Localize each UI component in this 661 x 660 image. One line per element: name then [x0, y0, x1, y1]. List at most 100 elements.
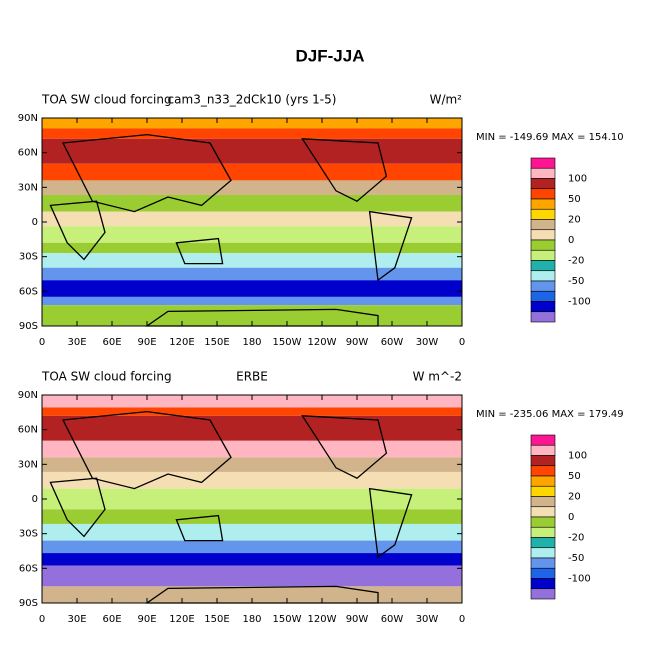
y-tick-label: 60N: [18, 425, 38, 436]
y-tick-label: 30N: [18, 182, 38, 193]
x-tick-label: 30W: [416, 614, 439, 625]
colorbar-box: [530, 301, 556, 313]
colorbar-box: [530, 157, 556, 169]
field-band: [42, 457, 462, 472]
coastline: [144, 585, 379, 604]
x-tick-label: 150W: [273, 337, 302, 348]
field-band: [42, 211, 462, 227]
x-tick-label: 180: [242, 337, 261, 348]
colorbar-box: [530, 167, 556, 179]
coastline: [61, 133, 232, 213]
colorbar-label: 0: [568, 512, 574, 523]
panel-left-title: TOA SW cloud forcing: [41, 370, 172, 384]
field-band: [42, 118, 462, 129]
colorbar-label: -20: [568, 256, 584, 267]
colorbar-box: [530, 547, 556, 559]
colorbar-label: 100: [568, 174, 587, 185]
colorbar-box: [530, 475, 556, 487]
colorbar-box: [530, 557, 556, 569]
field-band: [42, 296, 462, 306]
colorbar-label: -50: [568, 276, 584, 287]
panel-stats: MIN = -149.69 MAX = 154.10: [476, 132, 624, 143]
coastline: [368, 487, 413, 559]
x-tick-label: 60W: [381, 614, 404, 625]
x-tick-label: 60W: [381, 337, 404, 348]
y-tick-label: 90N: [18, 390, 38, 401]
figure-title: DJF-JJA: [296, 46, 365, 65]
colorbar-box: [530, 311, 556, 323]
x-tick-label: 30E: [67, 614, 86, 625]
colorbar-box: [530, 526, 556, 538]
colorbar-box: [530, 506, 556, 518]
colorbar-box: [530, 578, 556, 590]
colorbar-box: [530, 434, 556, 446]
coastline: [49, 477, 106, 538]
y-tick-label: 90N: [18, 113, 38, 124]
colorbar-box: [530, 485, 556, 497]
x-tick-label: 0: [39, 337, 45, 348]
x-tick-label: 90E: [137, 337, 156, 348]
field-band: [42, 163, 462, 181]
field-band: [42, 305, 462, 326]
coastline: [61, 410, 232, 490]
x-tick-label: 180: [242, 614, 261, 625]
colorbar-box: [530, 270, 556, 282]
colorbar-label: 20: [568, 492, 581, 503]
field-band: [42, 280, 462, 297]
field-band: [42, 138, 462, 164]
colorbar-box: [530, 496, 556, 508]
y-tick-label: 0: [32, 217, 38, 228]
y-tick-label: 60S: [19, 563, 38, 574]
field-band: [42, 415, 462, 441]
x-tick-label: 60E: [102, 614, 121, 625]
x-tick-label: 150W: [273, 614, 302, 625]
x-tick-label: 0: [39, 614, 45, 625]
coastline: [175, 237, 224, 265]
coastline: [368, 210, 413, 282]
colorbar-label: 50: [568, 471, 581, 482]
field-band: [42, 523, 462, 541]
x-tick-label: 120W: [308, 614, 337, 625]
colorbar-box: [530, 208, 556, 220]
colorbar-box: [530, 260, 556, 272]
field-band: [42, 128, 462, 139]
colorbar-label: 50: [568, 194, 581, 205]
field-band: [42, 226, 462, 243]
y-tick-label: 0: [32, 494, 38, 505]
field-band: [42, 267, 462, 281]
field-band: [42, 488, 462, 510]
panel-stats: MIN = -235.06 MAX = 179.49: [476, 409, 624, 420]
colorbar-box: [530, 280, 556, 292]
field-band: [42, 180, 462, 195]
colorbar-box: [530, 444, 556, 456]
y-tick-label: 60N: [18, 148, 38, 159]
panel-center-title: ERBE: [236, 370, 268, 384]
colorbar-box: [530, 537, 556, 549]
field-band: [42, 540, 462, 554]
colorbar-box: [530, 198, 556, 210]
colorbar-box: [530, 465, 556, 477]
colorbar-box: [530, 239, 556, 251]
y-tick-label: 90S: [19, 598, 38, 609]
x-tick-label: 30W: [416, 337, 439, 348]
x-tick-label: 120W: [308, 337, 337, 348]
x-tick-label: 90W: [346, 614, 369, 625]
coastline: [49, 200, 106, 261]
x-tick-label: 150E: [204, 337, 229, 348]
colorbar-box: [530, 188, 556, 200]
colorbar-box: [530, 219, 556, 231]
x-tick-label: 0: [459, 614, 465, 625]
field-band: [42, 407, 462, 416]
y-tick-label: 60S: [19, 286, 38, 297]
panel-left-title: TOA SW cloud forcing: [41, 93, 172, 107]
colorbar-label: 20: [568, 215, 581, 226]
field-band: [42, 565, 462, 587]
x-tick-label: 30E: [67, 337, 86, 348]
colorbar-label: -20: [568, 533, 584, 544]
coastline: [144, 308, 379, 327]
x-tick-label: 150E: [204, 614, 229, 625]
colorbar-box: [530, 516, 556, 528]
colorbar-box: [530, 178, 556, 190]
field-band: [42, 242, 462, 254]
